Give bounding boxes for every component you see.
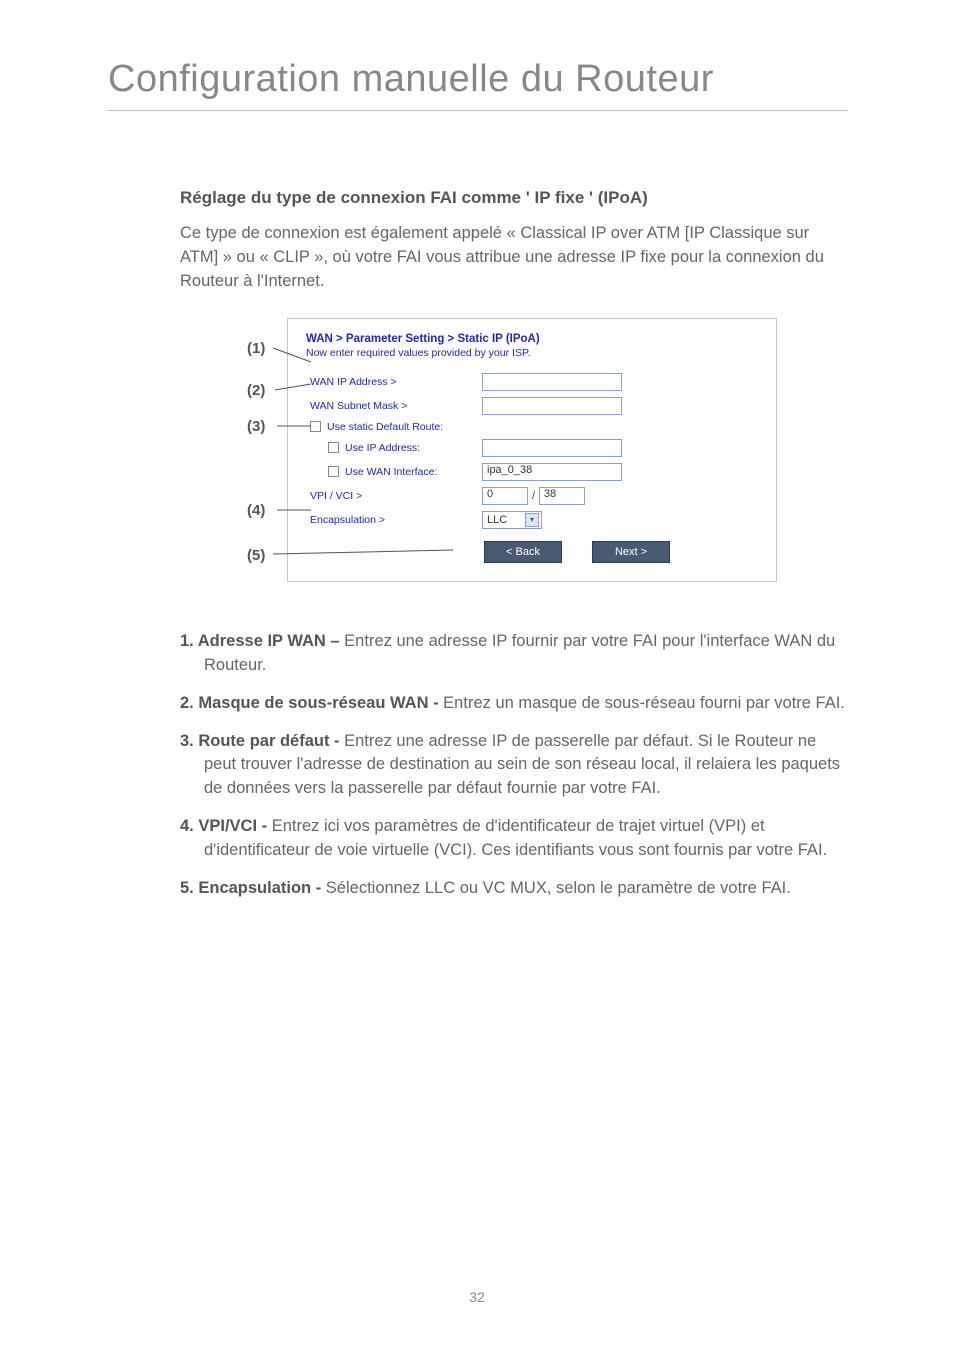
checkbox-use-ip[interactable] — [328, 442, 339, 453]
checkbox-use-wan-if[interactable] — [328, 466, 339, 477]
checkbox-static-route[interactable] — [310, 421, 321, 432]
input-vpi[interactable]: 0 — [482, 487, 528, 505]
input-wan-ip[interactable] — [482, 373, 622, 391]
input-use-wan-if[interactable]: ipa_0_38 — [482, 463, 622, 481]
callout-2: (2) — [247, 382, 265, 399]
label-static-route: Use static Default Route: — [327, 421, 443, 433]
row-wan-mask: WAN Subnet Mask > — [306, 397, 758, 415]
label-vpi-vci: VPI / VCI > — [306, 490, 482, 502]
panel-subtext: Now enter required values provided by yo… — [306, 347, 758, 359]
intro-paragraph: Ce type de connexion est également appel… — [180, 222, 850, 294]
input-wan-mask[interactable] — [482, 397, 622, 415]
select-encap-value: LLC — [487, 514, 507, 526]
input-use-ip[interactable] — [482, 439, 622, 457]
back-button[interactable]: < Back — [484, 541, 562, 563]
button-row: < Back Next > — [484, 541, 758, 563]
select-encap[interactable]: LLC ▾ — [482, 511, 542, 529]
label-use-ip: Use IP Address: — [345, 442, 420, 454]
callout-5: (5) — [247, 547, 265, 564]
row-use-ip: Use IP Address: — [306, 439, 758, 457]
section-heading: Réglage du type de connexion FAI comme '… — [180, 188, 850, 208]
page-title: Configuration manuelle du Routeur — [108, 58, 714, 101]
list-item-1: 1. Adresse IP WAN – Entrez une adresse I… — [180, 630, 850, 678]
label-wan-mask: WAN Subnet Mask > — [306, 400, 482, 412]
content-area: Réglage du type de connexion FAI comme '… — [180, 188, 850, 915]
label-encap: Encapsulation > — [306, 514, 482, 526]
vpi-vci-separator: / — [532, 490, 535, 502]
callout-1: (1) — [247, 340, 265, 357]
page-number: 32 — [0, 1289, 954, 1305]
row-vpi-vci: VPI / VCI > 0 / 38 — [306, 487, 758, 505]
chevron-down-icon: ▾ — [525, 513, 539, 527]
callout-4: (4) — [247, 502, 265, 519]
list-item-2: 2. Masque de sous-réseau WAN - Entrez un… — [180, 692, 850, 716]
label-wan-ip: WAN IP Address > — [306, 376, 482, 388]
label-use-wan-if: Use WAN Interface: — [345, 466, 437, 478]
row-static-route: Use static Default Route: — [306, 421, 758, 433]
description-list: 1. Adresse IP WAN – Entrez une adresse I… — [180, 630, 850, 901]
list-item-4: 4. VPI/VCI - Entrez ici vos paramètres d… — [180, 815, 850, 863]
screenshot-wrap: (1) (2) (3) (4) (5) WAN > Parameter Sett… — [251, 318, 779, 582]
panel-header: WAN > Parameter Setting > Static IP (IPo… — [306, 333, 758, 345]
title-underline — [108, 110, 848, 111]
callout-3: (3) — [247, 418, 265, 435]
next-button[interactable]: Next > — [592, 541, 670, 563]
list-item-3: 3. Route par défaut - Entrez une adresse… — [180, 730, 850, 802]
list-item-5: 5. Encapsulation - Sélectionnez LLC ou V… — [180, 877, 850, 901]
input-vci[interactable]: 38 — [539, 487, 585, 505]
config-panel: WAN > Parameter Setting > Static IP (IPo… — [287, 318, 777, 582]
row-encap: Encapsulation > LLC ▾ — [306, 511, 758, 529]
row-wan-ip: WAN IP Address > — [306, 373, 758, 391]
row-use-wan-if: Use WAN Interface: ipa_0_38 — [306, 463, 758, 481]
